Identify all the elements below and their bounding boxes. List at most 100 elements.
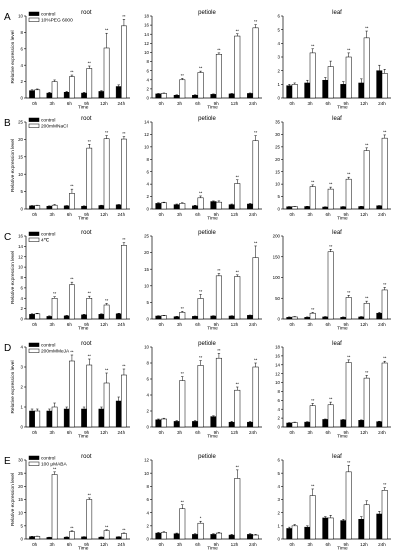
y-tick-label: 4 [147, 77, 150, 82]
bar-control-12h [358, 420, 365, 428]
x-tick-label: 3h [177, 430, 183, 435]
y-tick-label: 5 [21, 189, 24, 194]
legend-swatch [28, 348, 40, 353]
y-tick-label: 12 [18, 254, 23, 259]
x-tick-label: 0h [289, 322, 295, 327]
bar-treatment-9h [86, 298, 93, 320]
x-axis-label: Time [337, 434, 348, 440]
panel-title: petiole [198, 116, 216, 122]
y-tick-label: 15 [18, 154, 23, 159]
y-tick-label: 16 [18, 234, 23, 239]
bar-control-3h [173, 533, 180, 540]
y-tick-label: 0 [278, 96, 281, 101]
bar-treatment-3h [51, 406, 58, 428]
bar-control-3h [173, 204, 180, 210]
x-tick-label: 0h [32, 101, 38, 106]
x-tick-label: 3h [177, 212, 183, 217]
x-tick-label: 0h [159, 101, 165, 106]
significance-label: ** [236, 382, 240, 387]
significance-label: ** [383, 482, 387, 487]
y-tick-label: 6 [21, 46, 24, 51]
bar-treatment-9h [345, 362, 352, 428]
y-tick-label: 8 [147, 484, 150, 489]
y-tick-label: 0 [278, 425, 281, 430]
y-tick-label: 0 [21, 425, 24, 430]
significance-label: ** [311, 307, 315, 312]
legend-swatch [28, 455, 40, 460]
y-tick-label: 200 [273, 234, 281, 239]
bar-treatment-9h [215, 54, 222, 99]
x-tick-label: 3h [307, 212, 313, 217]
significance-label: ** [365, 370, 369, 375]
x-tick-label: 0h [289, 101, 295, 106]
bar-control-0h [155, 203, 162, 210]
bar-control-0h [286, 422, 293, 428]
x-tick-label: 9h [214, 101, 220, 106]
significance-label: ** [105, 298, 109, 303]
x-tick-label: 12h [360, 322, 368, 327]
x-tick-label: 0h [159, 322, 165, 327]
x-tick-label: 9h [343, 542, 349, 547]
bar-treatment-12h [363, 504, 370, 540]
significance-label: ** [70, 70, 74, 75]
y-tick-label: 10 [18, 14, 23, 19]
bar-treatment-12h [234, 183, 241, 210]
y-tick-label: 5 [278, 194, 281, 199]
bar-control-0h [29, 90, 35, 99]
panel-letter: D [4, 343, 11, 354]
bar-control-12h [98, 408, 105, 428]
y-tick-label: 6 [147, 169, 150, 174]
panel-title: root [81, 116, 92, 122]
y-tick-label: 8 [147, 157, 150, 162]
x-tick-label: 12h [100, 322, 108, 327]
y-tick-label: 2 [21, 385, 24, 390]
y-tick-label: 2 [278, 416, 281, 421]
y-tick-label: 3 [278, 497, 281, 502]
bar-treatment-6h [69, 360, 75, 428]
x-tick-label: 24h [378, 212, 386, 217]
bar-control-0h [286, 317, 293, 320]
bar-treatment-9h [345, 56, 352, 99]
panel-d-petiole: 0 2 4 6 8 10 0h ** 3h ** 6h ** 9h ** 12h ** 24h Time petio… [144, 341, 262, 440]
y-tick-label: 25 [144, 234, 149, 239]
x-tick-label: 3h [307, 542, 313, 547]
x-tick-label: 12h [360, 101, 368, 106]
bar-treatment-9h [345, 471, 352, 540]
bar-control-3h [173, 95, 180, 99]
bar-control-24h [247, 421, 254, 428]
significance-label: ** [217, 47, 221, 52]
bar-treatment-6h [197, 522, 204, 540]
y-tick-label: 6 [278, 14, 281, 19]
significance-label: ** [347, 47, 351, 52]
bar-treatment-12h [363, 150, 370, 210]
x-tick-label: 0h [159, 212, 165, 217]
significance-label: ** [365, 142, 369, 147]
panel-a-leaf: 0 1 2 3 4 5 6 0h ** 3h 6h ** 9h ** 12h 24h Time leaf [278, 10, 391, 111]
legend-label: 200mMNaCl [41, 123, 68, 129]
bar-treatment-24h [121, 374, 127, 428]
bar-control-0h [286, 85, 293, 99]
bar-treatment-0h [291, 316, 298, 320]
y-tick-label: 5 [21, 523, 24, 528]
bar-treatment-6h [69, 193, 75, 210]
x-axis-label: Time [207, 216, 218, 222]
y-tick-label: 15 [18, 497, 23, 502]
bar-treatment-3h [179, 79, 186, 99]
x-tick-label: 3h [49, 542, 55, 547]
significance-label: ** [254, 130, 258, 135]
y-tick-label: 10 [144, 471, 149, 476]
y-tick-label: 0 [147, 207, 150, 212]
bar-control-3h [46, 537, 53, 540]
x-tick-label: 9h [343, 212, 349, 217]
x-tick-label: 6h [325, 212, 331, 217]
significance-label: ** [347, 172, 351, 177]
bar-control-0h [286, 206, 293, 210]
x-tick-label: 9h [214, 212, 220, 217]
significance-label: ** [347, 460, 351, 465]
x-tick-label: 6h [195, 430, 201, 435]
x-tick-label: 6h [67, 101, 73, 106]
x-tick-label: 24h [117, 101, 125, 106]
y-tick-label: 0 [147, 537, 150, 542]
bar-treatment-6h [327, 517, 334, 540]
significance-label: ** [329, 244, 333, 249]
